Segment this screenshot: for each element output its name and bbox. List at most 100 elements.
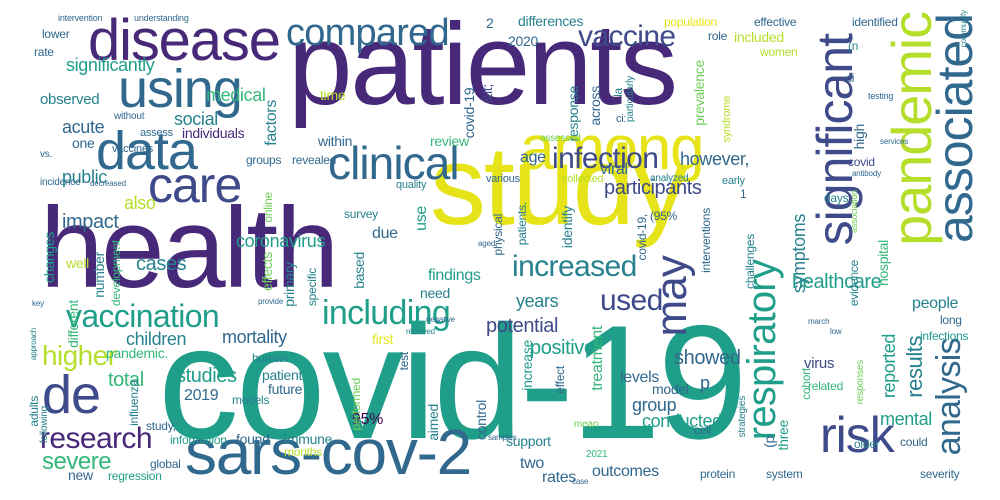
word-analyzed: analyzed	[650, 173, 689, 184]
word-assess: assess	[140, 127, 173, 139]
word-research: research	[40, 422, 153, 455]
word-various: various	[486, 173, 520, 185]
word-cell: cell	[694, 423, 712, 437]
word-potential: potential	[486, 315, 559, 337]
word-decreased: decreased	[90, 179, 126, 188]
word-n: (n	[848, 39, 859, 53]
word-ci-colon: ci:	[616, 113, 627, 125]
word-control: control	[473, 400, 489, 441]
word-different: different	[65, 300, 81, 348]
word-studies: studies	[176, 365, 237, 387]
word-sars-cov-2: sars-cov-2	[185, 416, 472, 488]
word-people: people	[912, 295, 959, 312]
word-key: key	[32, 299, 44, 308]
word-received: received	[406, 327, 435, 336]
word-mean: mean	[574, 419, 599, 430]
word-factors: factors	[263, 100, 280, 146]
word-aged: aged	[478, 239, 496, 248]
word-model: model	[652, 381, 689, 397]
word-community: community	[959, 10, 968, 48]
word-understanding: understanding	[134, 13, 189, 23]
word-participants: participants	[604, 177, 702, 199]
word-children: children	[126, 329, 187, 349]
word-associated: associated	[927, 14, 983, 244]
word-social: social	[174, 109, 218, 129]
word-new: new	[68, 467, 93, 483]
word-healthcare: healthcare	[792, 271, 882, 293]
word-health: health	[40, 185, 339, 312]
word-de: de	[42, 365, 101, 425]
word-groups: groups	[246, 153, 282, 167]
word-clinical: clinical	[328, 137, 460, 189]
word-rate: rate	[34, 45, 54, 59]
word-found: found	[236, 431, 270, 447]
word-p: p	[700, 373, 710, 393]
word-2020: 2020	[508, 33, 539, 49]
word-need: need	[420, 285, 451, 301]
word-models: models	[232, 393, 270, 407]
word-disease: disease	[88, 8, 281, 73]
word-1: 1	[740, 187, 747, 201]
word-related: related	[808, 379, 844, 393]
word-based: based	[351, 252, 367, 289]
word-years: years	[516, 291, 559, 311]
word-vaccine: vaccine	[578, 20, 676, 53]
word-95pct: 95%	[352, 411, 384, 428]
word-age: age	[520, 149, 546, 166]
word-conducted: conducted	[642, 411, 722, 431]
word-long: long	[940, 313, 962, 327]
word-levels: levels	[620, 369, 659, 386]
word-regression: regression	[108, 469, 162, 483]
word-prevalence: prevalence	[691, 60, 707, 126]
word-higher: higher	[42, 340, 117, 371]
word-system: system	[766, 467, 803, 481]
word-covid-19: covid-19	[158, 292, 748, 473]
word-low: low	[830, 327, 842, 336]
word-group: group	[632, 395, 677, 415]
word-influenza: influenza	[127, 380, 141, 426]
word-physical: physical	[491, 214, 505, 256]
word-assessed: assessed	[540, 133, 581, 144]
word-ci: ci	[846, 71, 855, 85]
word-rates: rates	[542, 469, 576, 486]
word-outcomes: outcomes	[592, 463, 659, 480]
word-review: review	[430, 133, 469, 149]
word-cohort: cohort	[799, 368, 813, 400]
word-symptoms: symptoms	[789, 214, 809, 294]
word-intervention: intervention	[58, 13, 103, 23]
word-online: online	[261, 192, 275, 223]
word-2021: 2021	[586, 449, 608, 460]
word-la: la	[611, 88, 625, 97]
word-patient: patient	[262, 367, 303, 383]
word-however: however,	[680, 149, 750, 169]
word-women: women	[760, 45, 798, 59]
word-vaccination: vaccination	[66, 298, 220, 334]
word-samples: samples	[488, 433, 517, 442]
word-survey: survey	[344, 207, 378, 221]
word-95pct-paren: (95%	[650, 209, 678, 223]
word-hospital: hospital	[875, 240, 891, 287]
word-without: without	[114, 111, 145, 122]
word-showed: showed	[674, 347, 741, 369]
word-pandemic-dot: pandemic.	[106, 345, 169, 361]
word-compared: compared	[286, 12, 450, 54]
word-patients: patients	[288, 0, 678, 129]
word-changes: changes	[41, 232, 57, 283]
word-public: public	[62, 167, 107, 187]
word-observed: observed	[40, 91, 100, 108]
word-revealed: revealed	[292, 153, 337, 167]
word-findings: findings	[428, 267, 481, 284]
word-primary: primary	[281, 262, 297, 307]
word-mental: mental	[880, 409, 932, 429]
word-effects: effects	[259, 252, 275, 292]
word-using: using	[118, 59, 243, 119]
word-use: use	[413, 206, 430, 231]
word-approach: approach	[29, 328, 38, 361]
word-differences: differences	[518, 13, 584, 29]
word-association: association	[849, 190, 859, 234]
word-risk: risk	[820, 407, 895, 463]
word-march: march	[808, 317, 830, 326]
word-across: across	[587, 86, 603, 126]
word-mortality: mortality	[222, 327, 287, 347]
word-months: months	[284, 445, 322, 459]
